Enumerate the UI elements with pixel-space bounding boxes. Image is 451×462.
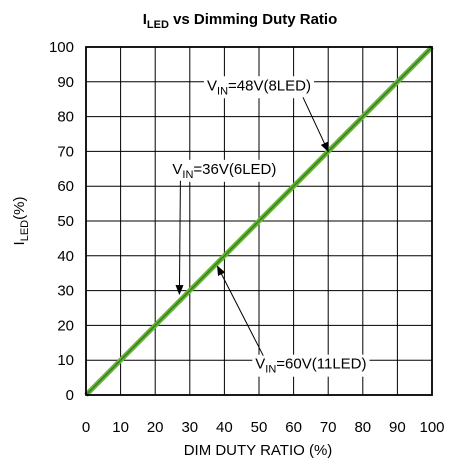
y-tick-label: 60 <box>57 178 74 195</box>
x-tick-labels: 0 10 20 30 40 50 60 70 80 90 100 <box>82 419 445 436</box>
y-tick-label: 90 <box>57 74 74 91</box>
y-tick-labels: 0 10 20 30 40 50 60 70 80 90 100 <box>49 39 74 404</box>
chart-title-main: I <box>143 11 147 28</box>
series-label-2: VIN=36V(6LED) <box>169 159 280 182</box>
series-label-bg <box>252 354 370 377</box>
x-tick-label: 40 <box>216 419 233 436</box>
series-line-3 <box>85 46 433 396</box>
y-tick-label: 40 <box>57 248 74 265</box>
x-tick-label: 20 <box>147 419 164 436</box>
annotations: VIN=48V(8LED) VIN=36V(6LED) VIN=60V(11LED) <box>169 76 370 377</box>
y-axis-label-main: I <box>11 241 28 245</box>
chart-title-sub: LED <box>147 19 169 31</box>
series-label-text: VIN=60V(11LED) <box>255 356 366 376</box>
series-label-1: VIN=48V(8LED) <box>204 76 314 99</box>
series-label-text: VIN=48V(8LED) <box>207 77 311 97</box>
x-tick-label: 90 <box>389 419 406 436</box>
y-tick-label: 20 <box>57 317 74 334</box>
y-axis-label: ILED(%) <box>11 197 31 246</box>
chart-title-rest: vs Dimming Duty Ratio <box>169 11 337 28</box>
y-tick-label: 80 <box>57 109 74 126</box>
x-tick-label: 10 <box>112 419 129 436</box>
x-tick-label: 80 <box>354 419 371 436</box>
y-tick-label: 70 <box>57 143 74 160</box>
plot-frame <box>85 46 433 396</box>
y-tick-label: 30 <box>57 283 74 300</box>
y-tick-label: 0 <box>66 387 74 404</box>
x-tick-label: 70 <box>320 419 337 436</box>
x-tick-label: 60 <box>285 419 302 436</box>
y-tick-label: 100 <box>49 39 74 56</box>
x-tick-label: 30 <box>181 419 198 436</box>
series-label-3: VIN=60V(11LED) <box>252 354 370 377</box>
x-axis-label: DIM DUTY RATIO (%) <box>184 442 333 459</box>
series-label-bg <box>204 76 314 99</box>
series-layer <box>84 45 434 397</box>
annotation-arrow <box>175 180 184 296</box>
x-tick-label: 50 <box>251 419 268 436</box>
y-tick-label: 10 <box>57 352 74 369</box>
chart-title: ILED vs Dimming Duty Ratio <box>143 11 338 31</box>
x-tick-label: 0 <box>82 419 90 436</box>
y-tick-label: 50 <box>57 213 74 230</box>
annotation-arrow <box>302 97 329 153</box>
x-tick-label: 100 <box>419 419 444 436</box>
y-axis-label-sub: LED <box>19 220 31 241</box>
series-label-bg <box>169 159 280 182</box>
series-label-text: VIN=36V(6LED) <box>172 161 276 181</box>
annotation-arrow <box>217 265 264 356</box>
y-axis-label-rest: (%) <box>11 197 28 220</box>
